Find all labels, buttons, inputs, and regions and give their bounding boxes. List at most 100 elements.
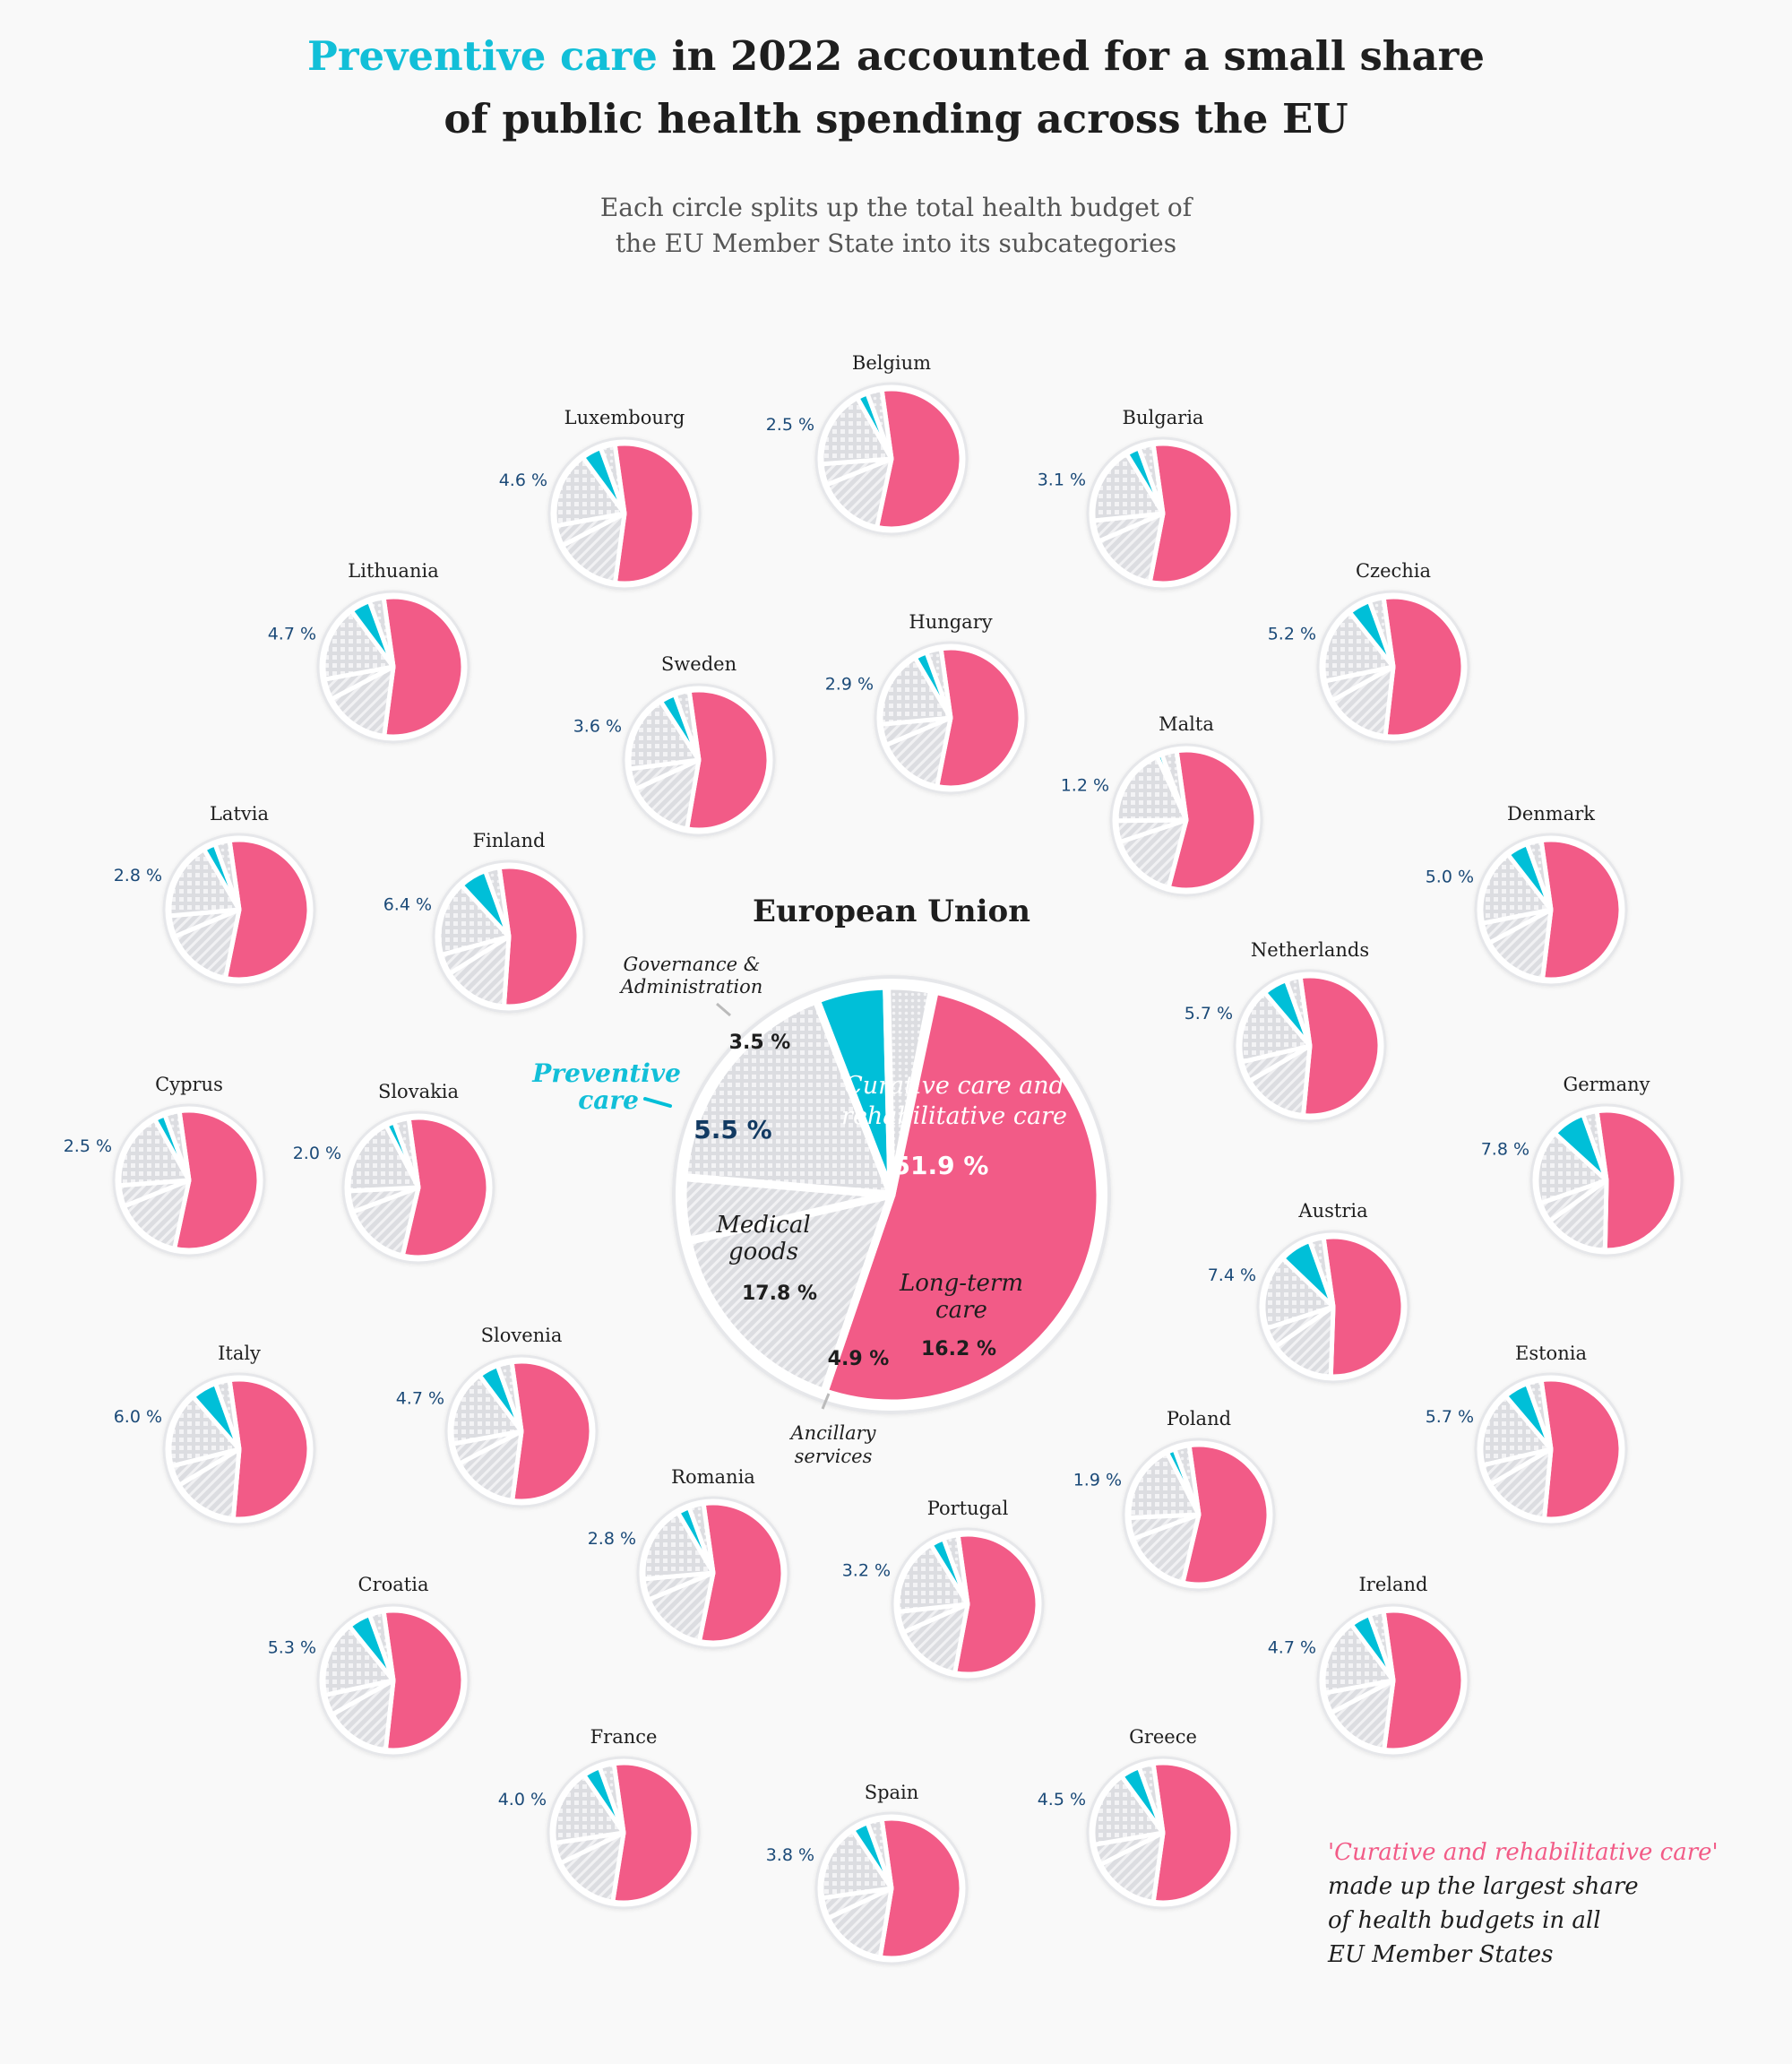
eu-slice-governance [883, 981, 937, 1199]
slice-governance [941, 1533, 970, 1607]
subtitle-line1: Each circle splits up the total health b… [599, 193, 1193, 222]
governance-leader-line [716, 1002, 731, 1017]
slice-medical-goods [167, 1395, 242, 1469]
slice-medical-goods [1321, 609, 1396, 684]
country-pie-romania: Romania 2.8 % [588, 1466, 790, 1650]
note-highlight: 'Curative and rehabilitative care' [1328, 1839, 1719, 1866]
preventive-share-label: 6.0 % [114, 1407, 162, 1427]
slice-long-term [824, 456, 894, 530]
slice-curative [1180, 1442, 1271, 1587]
slice-medical-goods [1478, 1394, 1554, 1468]
preventive-share-label: 1.9 % [1073, 1471, 1122, 1490]
chart-title: Preventive care in 2022 accounted for a … [0, 25, 1792, 151]
country-pie-germany: Germany 7.8 % [1481, 1074, 1684, 1257]
eu-ancillary-label-line2: services [795, 1446, 873, 1467]
slice-long-term [122, 1178, 192, 1251]
country-name: Lithuania [348, 560, 438, 582]
slice-governance [1524, 838, 1554, 912]
slice-governance [1159, 748, 1189, 823]
country-pie-lithuania: Lithuania 4.7 % [268, 560, 470, 744]
slice-curative [874, 386, 964, 531]
slice-curative [227, 1377, 312, 1522]
eu-governance-label-line1: Governance & [624, 954, 761, 975]
preventive-share-label: 5.2 % [1268, 625, 1316, 644]
slice-medical-goods [878, 655, 953, 727]
eu-longterm-value: 16.2 % [921, 1338, 996, 1360]
eu-preventive-label-line1: Preventive [531, 1058, 681, 1088]
preventive-share-label: 1.2 % [1061, 775, 1109, 795]
eu-medical-label-line2: goods [728, 1239, 798, 1265]
slice-curative [1297, 973, 1383, 1118]
preventive-share-label: 4.0 % [498, 1790, 547, 1809]
slice-governance [483, 865, 512, 939]
slice-long-term [350, 1185, 421, 1258]
slice-medical-goods [1321, 1622, 1396, 1696]
country-pie-sweden: Sweden 3.6 % [573, 653, 776, 837]
slice-governance [1172, 1443, 1202, 1517]
slice-governance [865, 387, 894, 462]
preventive-share-label: 4.6 % [499, 471, 547, 490]
slice-curative [1381, 1608, 1466, 1753]
eu-preventive-value: 5.5 % [694, 1115, 771, 1144]
slice-governance [213, 1377, 242, 1452]
country-name: Cyprus [155, 1074, 223, 1095]
eu-slice-curative [820, 986, 1105, 1408]
country-pie-poland: Poland 1.9 % [1073, 1408, 1276, 1592]
country-pie-bulgaria: Bulgaria 3.1 % [1038, 407, 1240, 591]
slice-long-term [633, 757, 702, 832]
preventive-share-label: 3.1 % [1038, 470, 1086, 489]
eu-longterm-label-line2: care [935, 1297, 987, 1324]
country-pie-estonia: Estonia 5.7 % [1426, 1343, 1628, 1526]
slice-governance [597, 1761, 626, 1835]
slice-medical-goods [1090, 1774, 1166, 1847]
country-name: Czechia [1356, 560, 1431, 582]
slice-long-term [1488, 1447, 1554, 1522]
country-name: Poland [1167, 1408, 1231, 1429]
country-pie-austria: Austria 7.4 % [1208, 1200, 1410, 1384]
eu-curative-label-line1: Curative care and [844, 1072, 1064, 1100]
countries-layer: Belgium 2.5 % Luxembourg 4.6 % Bulgaria 3.1 %… [64, 352, 1684, 1965]
country-name: Estonia [1515, 1343, 1587, 1364]
country-pie-luxembourg: Luxembourg 4.6 % [499, 407, 702, 591]
slice-long-term [558, 1830, 626, 1904]
slice-curative [509, 1359, 594, 1504]
slice-curative [496, 864, 582, 1009]
note-line3: EU Member States [1328, 1941, 1554, 1968]
country-name: Slovakia [378, 1081, 459, 1102]
country-pie-greece: Greece 4.5 % [1038, 1726, 1240, 1910]
slice-long-term [1330, 664, 1396, 738]
slice-governance [924, 646, 953, 721]
country-pie-portugal: Portugal 3.2 % [842, 1498, 1045, 1681]
slice-long-term [825, 1886, 894, 1960]
annotation-note: 'Curative and rehabilitative care' made … [1328, 1835, 1758, 1972]
slice-governance [495, 1360, 524, 1434]
preventive-share-label: 4.7 % [268, 624, 316, 643]
country-pie-malta: Malta 1.2 % [1061, 713, 1263, 897]
country-pie-hungary: Hungary 2.9 % [825, 611, 1028, 795]
country-pie-slovenia: Slovenia 4.7 % [396, 1325, 599, 1508]
slice-long-term [177, 1447, 242, 1522]
ancillary-leader-line [821, 1393, 831, 1410]
subtitle-line2: the EU Member State into its subcategori… [615, 229, 1177, 258]
country-name: Ireland [1359, 1574, 1428, 1595]
slice-medical-goods [552, 454, 627, 529]
slice-curative [697, 1500, 786, 1645]
country-name: France [590, 1726, 658, 1748]
slice-governance [392, 1116, 421, 1190]
country-name: Croatia [358, 1574, 429, 1595]
country-pie-czechia: Czechia 5.2 % [1268, 560, 1470, 744]
title-line1-rest: in 2022 accounted for a small share [657, 32, 1485, 80]
slice-curative [1594, 1108, 1679, 1253]
eu-slice-long-term [684, 1190, 896, 1397]
slice-medical-goods [819, 395, 894, 467]
country-pie-ireland: Ireland 4.7 % [1268, 1574, 1470, 1757]
country-name: Greece [1129, 1726, 1197, 1748]
country-name: Portugal [927, 1498, 1009, 1519]
slice-governance [162, 1109, 192, 1183]
slice-long-term [457, 1429, 524, 1503]
preventive-share-label: 3.6 % [573, 717, 622, 737]
slice-long-term [1247, 1043, 1313, 1118]
slice-medical-goods [1237, 990, 1313, 1065]
country-name: Malta [1159, 713, 1214, 735]
slice-governance [366, 595, 396, 669]
